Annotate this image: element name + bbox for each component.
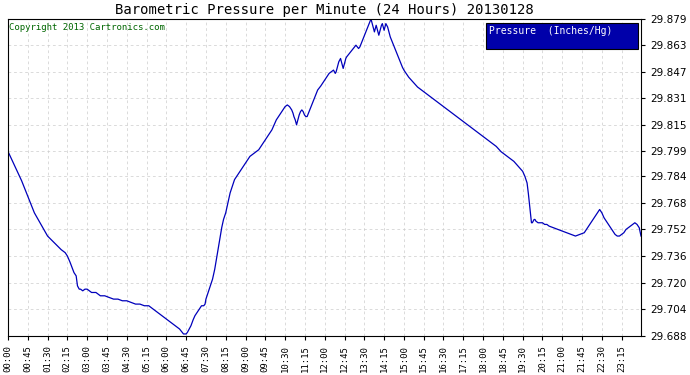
Title: Barometric Pressure per Minute (24 Hours) 20130128: Barometric Pressure per Minute (24 Hours… [115, 3, 534, 18]
FancyBboxPatch shape [486, 23, 638, 49]
Text: Pressure  (Inches/Hg): Pressure (Inches/Hg) [489, 26, 613, 36]
Text: Copyright 2013 Cartronics.com: Copyright 2013 Cartronics.com [9, 23, 165, 32]
